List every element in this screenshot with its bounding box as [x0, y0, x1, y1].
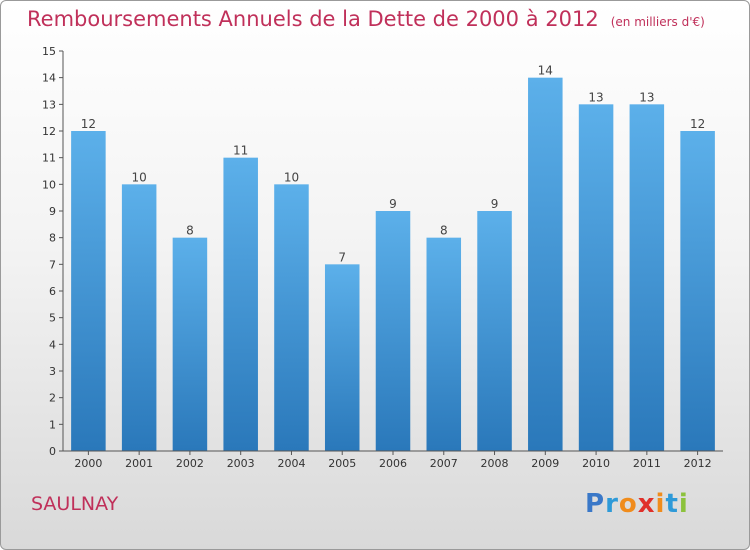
bar — [375, 211, 411, 451]
data-label: 10 — [284, 170, 299, 184]
x-tick-label: 2005 — [328, 457, 356, 470]
x-tick-label: 2009 — [531, 457, 559, 470]
logo-letter: i — [678, 489, 689, 519]
chart-title: Remboursements Annuels de la Dette de 20… — [27, 7, 705, 31]
y-tick-label: 10 — [42, 178, 56, 191]
x-tick-label: 2011 — [633, 457, 661, 470]
data-label: 9 — [491, 197, 499, 211]
x-tick-label: 2003 — [227, 457, 255, 470]
x-tick-label: 2002 — [176, 457, 204, 470]
data-label: 8 — [186, 224, 194, 238]
bar — [172, 237, 208, 451]
bar — [324, 264, 360, 451]
x-tick-label: 2006 — [379, 457, 407, 470]
logo-letter: t — [665, 489, 679, 519]
y-tick-label: 5 — [49, 312, 56, 325]
y-tick-label: 1 — [49, 418, 56, 431]
y-tick-label: 0 — [49, 445, 56, 458]
data-label: 8 — [440, 224, 448, 238]
x-tick-label: 2010 — [582, 457, 610, 470]
y-tick-label: 9 — [49, 205, 56, 218]
y-tick-label: 13 — [42, 98, 56, 111]
data-label: 14 — [538, 64, 553, 78]
axes-group — [59, 50, 723, 455]
y-tick-label: 4 — [49, 338, 56, 351]
data-label: 9 — [389, 197, 397, 211]
data-label: 10 — [132, 170, 147, 184]
labels-group: 0123456789101112131415200012200110200282… — [42, 45, 712, 470]
logo-letter: o — [618, 489, 638, 519]
data-label: 12 — [690, 117, 705, 131]
logo-letter: i — [655, 489, 666, 519]
bar — [629, 104, 665, 451]
bar — [71, 131, 106, 451]
bar — [477, 211, 512, 451]
x-tick-label: 2004 — [277, 457, 305, 470]
data-label: 12 — [81, 117, 96, 131]
y-tick-label: 14 — [42, 72, 56, 85]
bars-group — [71, 77, 715, 452]
x-tick-label: 2012 — [684, 457, 712, 470]
logo-letter: x — [637, 489, 656, 519]
x-tick-label: 2001 — [125, 457, 153, 470]
x-tick-label: 2007 — [430, 457, 458, 470]
bar — [528, 77, 563, 452]
bar — [578, 104, 614, 451]
data-label: 13 — [639, 90, 654, 104]
y-tick-label: 8 — [49, 232, 56, 245]
data-label: 11 — [233, 144, 248, 158]
data-label: 7 — [338, 250, 346, 264]
bar — [223, 157, 258, 451]
unit-label: (en milliers d'€) — [610, 15, 705, 29]
commune-name: SAULNAY — [31, 493, 119, 515]
bar — [121, 184, 157, 452]
y-tick-label: 12 — [42, 125, 56, 138]
y-tick-label: 15 — [42, 45, 56, 58]
title-text: Remboursements Annuels de la Dette de 20… — [27, 7, 599, 31]
logo-letter: r — [605, 489, 619, 519]
y-tick-label: 7 — [49, 258, 56, 271]
y-tick-label: 11 — [42, 152, 56, 165]
y-tick-label: 3 — [49, 365, 56, 378]
bar — [274, 184, 309, 452]
x-tick-label: 2008 — [481, 457, 509, 470]
logo-letter: P — [585, 489, 606, 519]
data-label: 13 — [588, 90, 603, 104]
proxiti-logo: Proxiti — [585, 489, 689, 519]
y-tick-label: 2 — [49, 392, 56, 405]
bar — [680, 131, 715, 451]
x-tick-label: 2000 — [74, 457, 102, 470]
bar — [426, 237, 462, 451]
y-tick-label: 6 — [49, 285, 56, 298]
